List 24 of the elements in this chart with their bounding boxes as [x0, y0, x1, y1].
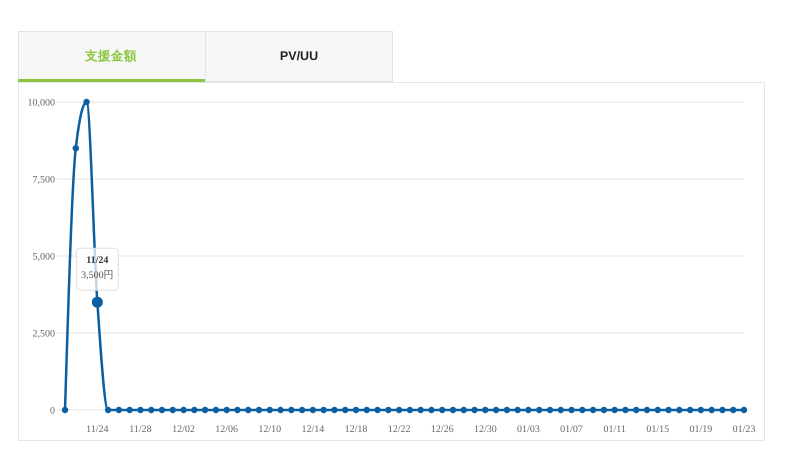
x-tick-label: 11/24: [86, 424, 109, 435]
annotation: 11/24 3,500円: [81, 255, 114, 282]
x-tick-label: 12/14: [302, 424, 324, 435]
x-tick-label: 01/11: [603, 424, 626, 435]
x-tick-label: 12/06: [215, 424, 238, 435]
x-tick-label: 01/23: [732, 424, 756, 435]
x-tick-label: 12/18: [344, 424, 368, 435]
y-tick-label: 5,000: [32, 252, 55, 262]
y-tick-label: 10,000: [28, 98, 55, 108]
x-tick-label: 12/30: [474, 424, 497, 435]
x-tick-label: 01/03: [517, 424, 540, 435]
chart-title: 支援金額: [84, 48, 137, 63]
x-tick-label: 12/26: [430, 424, 454, 435]
x-tick-label: 12/22: [388, 424, 410, 435]
x-tick-label: 01/07: [560, 424, 583, 435]
x-tick-label: 12/10: [258, 424, 282, 435]
y-tick-label: 0: [50, 406, 55, 416]
y-tick-label: 7,500: [32, 174, 55, 186]
x-tick-label: 01/15: [646, 424, 670, 435]
x-tick-label: 01/19: [690, 424, 712, 435]
text: PV/UU: [280, 49, 318, 63]
x-tick-label: 11/28: [129, 424, 152, 435]
y-tick-label: 2,500: [32, 328, 55, 340]
x-tick-label: 12/02: [172, 424, 195, 435]
